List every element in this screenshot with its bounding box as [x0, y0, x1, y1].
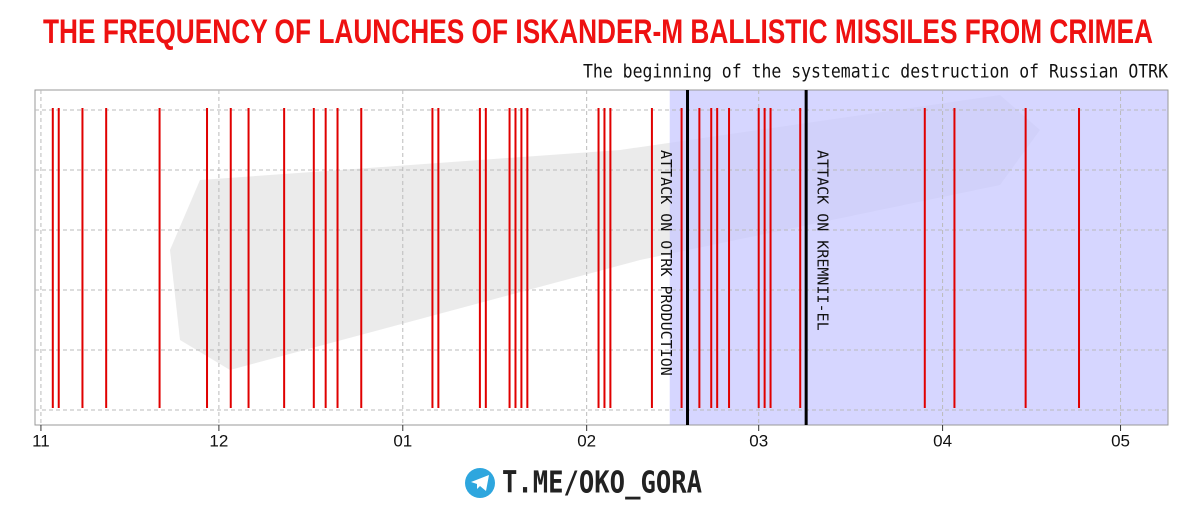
x-tick-label: 04 [933, 431, 952, 450]
chart-subtitle: The beginning of the systematic destruct… [583, 61, 1168, 83]
plot-frame [34, 89, 1169, 426]
event-label: ATTACK ON KREMNII-EL [814, 150, 832, 331]
event-label: ATTACK ON OTRK PRODUCTION [657, 150, 675, 376]
x-tick-label: 05 [1111, 431, 1130, 450]
x-tick-label: 03 [749, 431, 768, 450]
x-tick-label: 01 [393, 431, 412, 450]
x-tick-label: 12 [209, 431, 228, 450]
x-tick-label: 02 [577, 431, 596, 450]
telegram-plane [471, 475, 489, 491]
chart-title: THE FREQUENCY OF LAUNCHES OF ISKANDER-M … [43, 13, 1153, 51]
x-tick-label: 11 [32, 431, 50, 450]
highlight-span [669, 90, 1168, 425]
footer-link[interactable]: T.ME/OKO_GORA [502, 466, 702, 501]
